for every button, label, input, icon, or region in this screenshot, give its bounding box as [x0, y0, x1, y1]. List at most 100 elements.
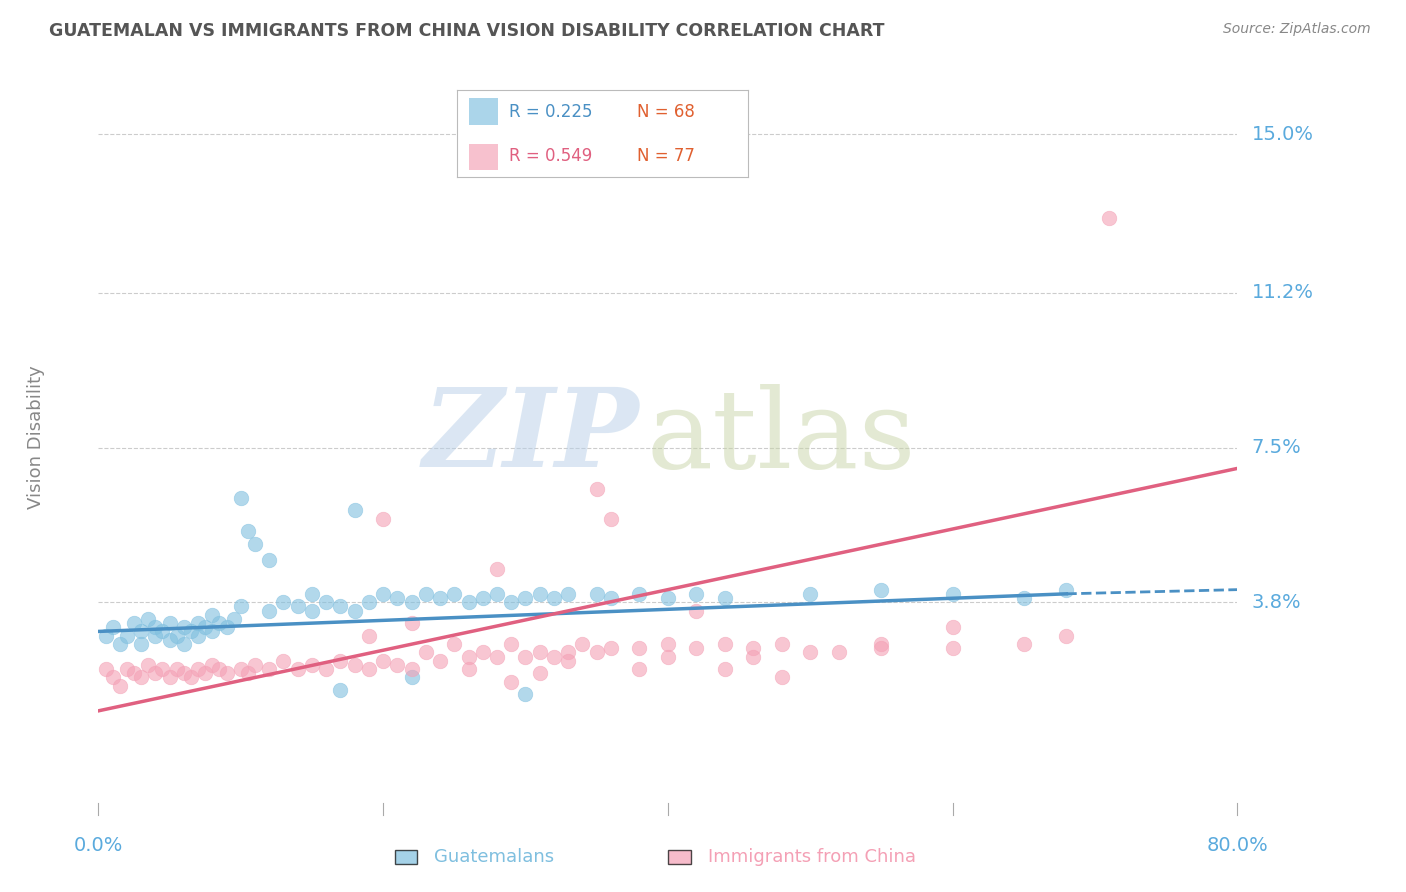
- Point: [471, 591, 494, 605]
- Point: [115, 629, 138, 643]
- Point: [357, 662, 380, 676]
- Point: [657, 649, 679, 664]
- Point: [543, 649, 565, 664]
- Point: [401, 662, 423, 676]
- Point: [108, 679, 131, 693]
- Point: [159, 670, 181, 684]
- Point: [429, 654, 451, 668]
- Point: [685, 641, 707, 656]
- Point: [529, 587, 551, 601]
- Point: [152, 624, 174, 639]
- Point: [315, 595, 337, 609]
- Point: [194, 666, 217, 681]
- Point: [243, 536, 266, 550]
- Point: [585, 483, 607, 497]
- Point: [187, 629, 209, 643]
- Point: [173, 637, 195, 651]
- Point: [301, 587, 323, 601]
- Point: [122, 616, 145, 631]
- Text: ZIP: ZIP: [423, 384, 640, 491]
- Point: [343, 657, 366, 672]
- Point: [600, 591, 623, 605]
- Point: [515, 687, 537, 701]
- Text: 0.0%: 0.0%: [73, 836, 124, 855]
- Point: [529, 645, 551, 659]
- Point: [401, 616, 423, 631]
- Point: [94, 629, 117, 643]
- Point: [373, 654, 395, 668]
- Point: [315, 662, 337, 676]
- Point: [515, 649, 537, 664]
- Text: 15.0%: 15.0%: [1251, 125, 1313, 144]
- Point: [343, 603, 366, 617]
- Point: [628, 662, 651, 676]
- Point: [770, 637, 793, 651]
- Point: [201, 624, 224, 639]
- Text: atlas: atlas: [647, 384, 917, 491]
- Point: [401, 595, 423, 609]
- Point: [714, 662, 737, 676]
- Point: [166, 629, 188, 643]
- Point: [557, 645, 579, 659]
- Point: [429, 591, 451, 605]
- Point: [1012, 637, 1035, 651]
- Point: [136, 612, 159, 626]
- Point: [145, 666, 167, 681]
- Point: [557, 654, 579, 668]
- Point: [208, 662, 231, 676]
- Point: [685, 587, 707, 601]
- Point: [870, 637, 893, 651]
- Point: [486, 649, 509, 664]
- Point: [236, 666, 259, 681]
- Point: [180, 670, 202, 684]
- Point: [457, 649, 479, 664]
- Point: [501, 595, 523, 609]
- Point: [180, 624, 202, 639]
- Point: [585, 587, 607, 601]
- Point: [229, 662, 252, 676]
- Point: [243, 657, 266, 672]
- Point: [187, 616, 209, 631]
- Point: [287, 662, 309, 676]
- Point: [208, 616, 231, 631]
- Point: [585, 645, 607, 659]
- Point: [201, 657, 224, 672]
- Point: [628, 641, 651, 656]
- Point: [529, 666, 551, 681]
- Point: [122, 666, 145, 681]
- Point: [115, 662, 138, 676]
- Point: [557, 587, 579, 601]
- Point: [222, 612, 245, 626]
- Point: [273, 654, 295, 668]
- Point: [828, 645, 851, 659]
- Point: [101, 670, 124, 684]
- Point: [387, 657, 409, 672]
- Point: [600, 641, 623, 656]
- Point: [501, 637, 523, 651]
- Point: [373, 587, 395, 601]
- Point: [236, 524, 259, 538]
- Point: [942, 620, 965, 634]
- Point: [942, 587, 965, 601]
- Point: [273, 595, 295, 609]
- Point: [870, 582, 893, 597]
- Text: Vision Disability: Vision Disability: [27, 365, 45, 509]
- Point: [166, 662, 188, 676]
- Point: [501, 674, 523, 689]
- Point: [136, 657, 159, 672]
- Point: [443, 637, 465, 651]
- Point: [543, 591, 565, 605]
- Point: [357, 629, 380, 643]
- Point: [457, 662, 479, 676]
- Point: [742, 641, 765, 656]
- Point: [215, 666, 238, 681]
- Point: [145, 620, 167, 634]
- Point: [343, 503, 366, 517]
- Point: [571, 637, 593, 651]
- Point: [173, 620, 195, 634]
- Point: [259, 553, 281, 567]
- Point: [870, 641, 893, 656]
- Point: [287, 599, 309, 614]
- Text: GUATEMALAN VS IMMIGRANTS FROM CHINA VISION DISABILITY CORRELATION CHART: GUATEMALAN VS IMMIGRANTS FROM CHINA VISI…: [49, 22, 884, 40]
- Point: [152, 662, 174, 676]
